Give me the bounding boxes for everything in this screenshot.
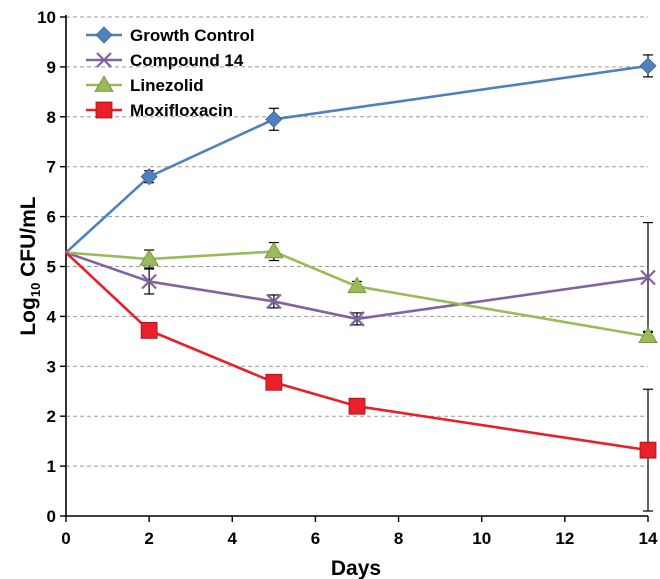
series-line-growth-control	[65, 64, 649, 254]
y-axis-title: Log10 CFU/mL	[17, 196, 43, 335]
series-compound-14	[65, 221, 656, 333]
series-growth-control	[65, 54, 657, 254]
y-tick-label-0: 0	[47, 507, 56, 526]
data-point-moxifloxacin-3	[348, 397, 366, 415]
legend-label-growth-control: Growth Control	[130, 26, 255, 45]
y-tick-label-4: 4	[47, 307, 57, 326]
x-tick-label-14: 14	[639, 529, 658, 548]
legend-item-growth-control: Growth Control	[86, 26, 255, 45]
legend-marker-compound-14-stroke-b	[96, 52, 112, 68]
data-point-moxifloxacin-4	[639, 441, 657, 459]
series-linezolid	[65, 241, 658, 344]
y-axis-title-subscript: 10	[28, 283, 43, 297]
y-axis-title-rest: CFU/mL	[17, 196, 40, 283]
x-tick-label-4: 4	[228, 529, 238, 548]
legend-label-linezolid: Linezolid	[130, 76, 204, 95]
data-series	[65, 54, 658, 512]
x-tick-label-0: 0	[61, 529, 70, 548]
x-tick-label-10: 10	[472, 529, 491, 548]
data-point-linezolid-3	[347, 276, 367, 294]
data-point-linezolid-2	[264, 241, 284, 259]
y-tick-label-9: 9	[47, 58, 56, 77]
data-point-compound-14-4-stroke-b	[640, 269, 656, 286]
data-point-linezolid-1	[139, 249, 159, 266]
data-point-compound-14-2	[266, 293, 282, 310]
legend: Growth Control Compound 14 Linezolid Moxifl…	[86, 26, 255, 120]
y-tick-label-8: 8	[47, 108, 56, 127]
data-point-growth-control-3	[639, 57, 657, 75]
x-axis-title: Days	[331, 557, 381, 579]
x-tick-label-6: 6	[311, 529, 320, 548]
data-point-compound-14-4	[640, 269, 656, 286]
x-tick-label-8: 8	[394, 529, 403, 548]
x-tick-label-12: 12	[555, 529, 574, 548]
data-point-compound-14-2-stroke-b	[266, 293, 282, 310]
y-tick-label-6: 6	[47, 208, 56, 227]
data-point-compound-14-1	[141, 273, 157, 290]
data-point-moxifloxacin-1	[140, 321, 158, 339]
data-point-linezolid-4	[638, 326, 658, 344]
y-tick-label-7: 7	[47, 158, 56, 177]
legend-marker-moxifloxacin	[95, 101, 113, 119]
y-tick-label-10: 10	[37, 8, 56, 27]
legend-label-compound-14: Compound 14	[130, 51, 244, 70]
data-point-moxifloxacin-2	[265, 373, 283, 391]
data-point-compound-14-3-stroke-b	[349, 311, 365, 327]
legend-marker-growth-control	[95, 26, 113, 44]
legend-marker-linezolid	[94, 75, 114, 92]
data-point-growth-control-1	[140, 168, 158, 186]
y-tick-label-1: 1	[47, 457, 56, 476]
y-axis-title-main: Log	[17, 297, 40, 335]
data-point-compound-14-1-stroke-b	[141, 273, 157, 290]
y-tick-label-3: 3	[47, 357, 56, 376]
y-tick-label-5: 5	[47, 258, 56, 277]
series-moxifloxacin	[65, 251, 657, 512]
legend-item-compound-14: Compound 14	[86, 51, 244, 70]
y-tick-label-2: 2	[47, 407, 56, 426]
legend-marker-compound-14	[96, 52, 112, 68]
legend-item-linezolid: Linezolid	[86, 75, 204, 95]
data-point-compound-14-3	[349, 311, 365, 327]
data-point-growth-control-2	[265, 110, 283, 128]
legend-item-moxifloxacin: Moxifloxacin	[86, 101, 233, 120]
x-tick-label-2: 2	[144, 529, 153, 548]
legend-label-moxifloxacin: Moxifloxacin	[130, 101, 233, 120]
